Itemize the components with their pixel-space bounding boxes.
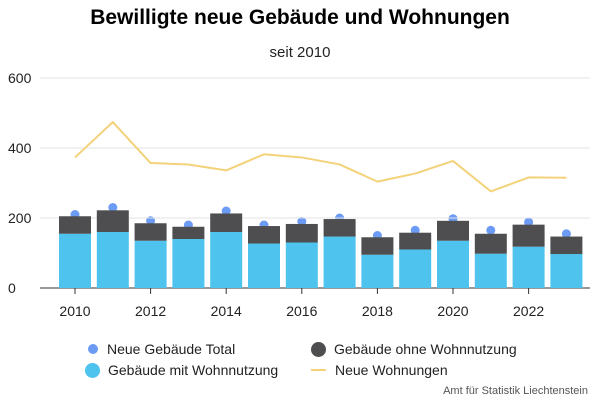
x-tick-label: 2018 xyxy=(362,303,393,319)
bar-mit-wohnnutzung xyxy=(474,253,507,288)
bar-mit-wohnnutzung xyxy=(210,232,243,288)
line-neue-wohnungen xyxy=(74,121,567,193)
bar-mit-wohnnutzung xyxy=(512,246,545,288)
y-tick-label: 0 xyxy=(8,280,16,296)
x-tick-label: 2020 xyxy=(437,303,468,319)
bar-mit-wohnnutzung xyxy=(134,240,167,288)
point-neue-gebaeude-total xyxy=(561,229,571,239)
bar-ohne-wohnnutzung xyxy=(172,226,205,239)
x-tick-label: 2022 xyxy=(513,303,544,319)
x-tick-label: 2014 xyxy=(211,303,242,319)
bar-mit-wohnnutzung xyxy=(550,254,583,288)
point-neue-gebaeude-total xyxy=(108,203,118,212)
bar-mit-wohnnutzung xyxy=(248,243,280,288)
bar-ohne-wohnnutzung xyxy=(361,237,394,255)
bar-ohne-wohnnutzung xyxy=(248,226,280,244)
legend-label-ohne: Gebäude ohne Wohnnutzung xyxy=(334,341,517,357)
x-tick-label: 2010 xyxy=(59,303,90,319)
point-neue-gebaeude-total xyxy=(524,217,534,227)
bar-ohne-wohnnutzung xyxy=(96,210,129,232)
bar-mit-wohnnutzung xyxy=(59,233,91,288)
legend-item-mit[interactable]: Gebäude mit Wohnnutzung xyxy=(85,362,278,378)
legend-label-total: Neue Gebäude Total xyxy=(107,341,236,357)
legend-label-wohnungen: Neue Wohnungen xyxy=(335,362,448,378)
point-neue-gebaeude-total xyxy=(146,216,156,226)
legend-item-wohnungen[interactable]: Neue Wohnungen xyxy=(311,362,448,378)
x-tick-label: 2016 xyxy=(286,303,317,319)
bar-mit-wohnnutzung xyxy=(437,240,469,288)
legend-marker-total xyxy=(88,344,98,354)
bar-mit-wohnnutzung xyxy=(285,242,318,288)
chart-title: Bewilligte neue Gebäude und Wohnungen xyxy=(90,6,510,29)
bar-mit-wohnnutzung xyxy=(172,239,205,288)
y-tick-label: 600 xyxy=(8,70,32,86)
bar-mit-wohnnutzung xyxy=(399,249,432,288)
bar-ohne-wohnnutzung xyxy=(285,223,318,243)
legend-marker-mit xyxy=(85,362,100,378)
bar-mit-wohnnutzung xyxy=(323,236,356,288)
bar-ohne-wohnnutzung xyxy=(59,216,91,234)
bar-ohne-wohnnutzung xyxy=(134,223,167,241)
bar-mit-wohnnutzung xyxy=(96,232,129,288)
point-neue-gebaeude-total xyxy=(297,217,307,226)
bar-ohne-wohnnutzung xyxy=(437,220,469,241)
bar-ohne-wohnnutzung xyxy=(512,224,545,247)
bar-ohne-wohnnutzung xyxy=(399,232,432,250)
bar-ohne-wohnnutzung xyxy=(323,219,356,237)
chart-subtitle: seit 2010 xyxy=(269,44,331,61)
point-neue-gebaeude-total xyxy=(221,206,231,216)
point-neue-gebaeude-total xyxy=(410,225,420,235)
legend-label-mit: Gebäude mit Wohnnutzung xyxy=(108,362,279,378)
point-neue-gebaeude-total xyxy=(486,225,496,235)
x-tick-label: 2012 xyxy=(135,303,166,319)
legend-marker-wohnungen xyxy=(311,369,326,371)
bar-ohne-wohnnutzung xyxy=(210,213,243,232)
y-tick-label: 400 xyxy=(8,140,32,156)
legend-item-total[interactable]: Neue Gebäude Total xyxy=(88,341,235,357)
bar-ohne-wohnnutzung xyxy=(550,236,583,255)
legend-item-ohne[interactable]: Gebäude ohne Wohnnutzung xyxy=(311,341,517,357)
y-tick-label: 200 xyxy=(8,210,32,226)
source-credit: Amt für Statistik Liechtenstein xyxy=(443,385,588,397)
legend-marker-ohne xyxy=(311,341,326,357)
bar-ohne-wohnnutzung xyxy=(474,233,507,254)
bar-mit-wohnnutzung xyxy=(361,254,394,288)
